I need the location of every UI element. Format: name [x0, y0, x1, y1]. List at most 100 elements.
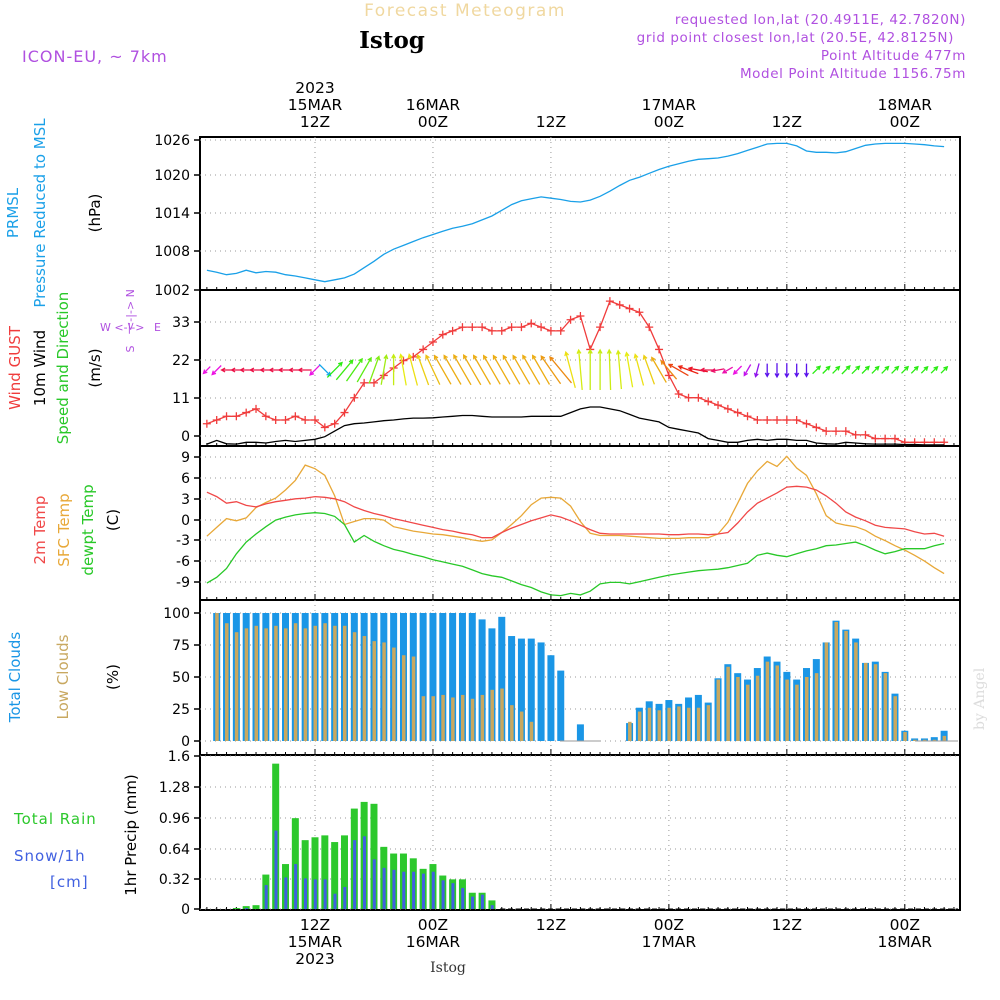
gust-marker: [311, 416, 319, 424]
bottom-axis-label: 18MAR: [878, 933, 933, 951]
y-tick-label: 0.64: [159, 842, 190, 858]
low-clouds-bar: [932, 739, 937, 741]
gust-marker: [261, 412, 270, 421]
gust-marker: [635, 308, 644, 317]
rain-bar: [291, 818, 299, 909]
rain-bar: [370, 803, 378, 909]
low-clouds-bar: [460, 694, 465, 741]
low-clouds-bar: [382, 642, 386, 741]
snow-bar: [421, 873, 425, 909]
bottom-axis-label: 12Z: [536, 916, 566, 934]
top-axis-label: 17MAR: [642, 96, 697, 114]
snow-bar: [402, 871, 406, 909]
snow-bar: [441, 880, 445, 909]
wind-direction-arrow: [721, 366, 734, 374]
wind-direction-arrow: [587, 348, 593, 390]
y-tick-label: 0: [181, 734, 190, 750]
snow-bar: [333, 893, 337, 909]
low-clouds-bar: [333, 625, 337, 741]
rain-bar: [252, 905, 260, 909]
station-title: Istog: [359, 27, 425, 54]
y-tick-label: 9: [181, 450, 190, 466]
wind-direction-arrow: [624, 351, 634, 388]
dewpt-series-line: [206, 512, 945, 597]
gust-marker: [664, 371, 673, 380]
wind-direction-arrow: [540, 355, 562, 385]
info-line-model-altitude: Model Point Altitude 1156.75m: [740, 66, 966, 82]
low-clouds-bar: [372, 641, 376, 741]
low-clouds-bar: [431, 696, 435, 741]
total-clouds-bar: [537, 642, 545, 741]
low-clouds-bar: [903, 732, 907, 741]
rain-bar: [488, 900, 496, 909]
gust-marker: [753, 416, 762, 424]
low-clouds-bar: [264, 628, 268, 741]
y-axis-label: Wind GUST: [6, 325, 24, 410]
top-axis-label: 00Z: [418, 113, 448, 131]
rain-bar: [321, 835, 329, 909]
low-clouds-bar: [687, 707, 691, 741]
low-clouds-bar: [284, 628, 288, 741]
wind-direction-arrow: [433, 354, 452, 385]
wind-direction-arrow: [642, 354, 656, 385]
footer-station: Istog: [430, 960, 466, 976]
total-clouds-bar: [488, 628, 496, 741]
y-axis-label: Total Clouds: [6, 632, 24, 724]
low-clouds-bar: [913, 739, 917, 741]
wind-direction-arrow: [564, 350, 576, 388]
y-tick-label: 0.96: [159, 811, 190, 827]
wind-direction-arrow: [743, 364, 752, 377]
gust-marker: [684, 393, 693, 402]
wind-direction-arrow: [368, 355, 381, 384]
info-line-grid: grid point closest lon,lat (20.5E, 42.81…: [637, 30, 954, 46]
snow-bar: [362, 836, 366, 909]
compass-rose: <-|-> NW <-|-> E S: [100, 289, 161, 352]
y-tick-label: 1.6: [168, 749, 190, 765]
wind-direction-arrow: [309, 364, 321, 376]
gust-marker: [694, 393, 703, 402]
snow-bar: [382, 867, 386, 909]
total-clouds-bar: [498, 616, 506, 741]
y-tick-label: 0: [181, 513, 190, 529]
low-clouds-bar: [716, 679, 721, 741]
low-clouds-bar: [421, 696, 426, 741]
top-axis-label: 18MAR: [878, 96, 933, 114]
wind-direction-arrow: [710, 368, 725, 374]
low-clouds-bar: [706, 705, 711, 741]
wind-direction-arrow: [606, 348, 612, 391]
wind-direction-arrow: [492, 354, 511, 385]
gust-marker: [232, 412, 241, 421]
wind-direction-arrow: [220, 367, 232, 373]
y-tick-label: 0: [181, 902, 190, 918]
y-axis-label: SFC Temp: [55, 493, 73, 566]
total-clouds-bar: [429, 613, 437, 741]
gust-marker: [831, 427, 840, 436]
wind-direction-arrow: [597, 348, 603, 390]
top-axis-label: 15MAR: [288, 96, 343, 114]
y-tick-label: -3: [176, 533, 190, 549]
total-clouds-bar: [439, 613, 447, 741]
low-clouds-bar: [647, 707, 652, 741]
low-clouds-bar: [854, 642, 858, 741]
bottom-axis-label: 17MAR: [642, 933, 697, 951]
snow-bar: [303, 878, 307, 909]
wind-direction-arrow: [512, 354, 531, 385]
gust-marker: [546, 326, 555, 335]
snow-bar: [461, 887, 465, 909]
wind-direction-arrow: [326, 361, 343, 378]
y-tick-label: 6: [181, 471, 190, 487]
wind-direction-arrow: [576, 348, 583, 390]
gust-marker: [782, 416, 791, 424]
gust-marker: [458, 323, 467, 332]
gust-marker: [222, 412, 231, 421]
wind-direction-arrow: [407, 353, 419, 386]
gust-marker: [369, 378, 378, 387]
gust-marker: [566, 315, 575, 324]
wind-direction-arrow: [794, 363, 800, 378]
total-clouds-bar: [508, 636, 516, 741]
gust-marker: [812, 423, 821, 432]
low-clouds-bar: [441, 694, 445, 741]
y-tick-label: -9: [176, 575, 190, 591]
